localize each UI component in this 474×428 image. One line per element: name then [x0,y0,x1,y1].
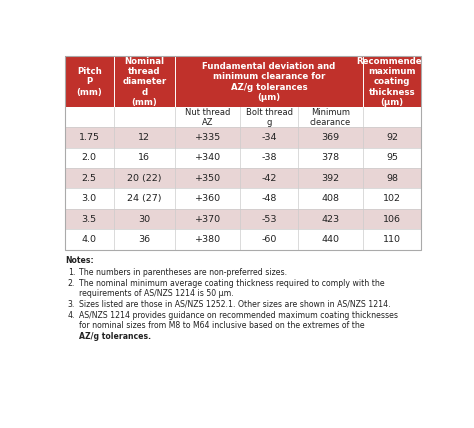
Text: 110: 110 [383,235,401,244]
Text: 102: 102 [383,194,401,203]
Bar [65,56,421,107]
Text: 30: 30 [138,214,150,223]
Text: Bolt thread
g: Bolt thread g [246,107,292,127]
Text: -48: -48 [261,194,277,203]
Text: 95: 95 [386,153,398,162]
Text: 12: 12 [138,133,150,142]
Text: +340: +340 [195,153,221,162]
Bar [65,188,421,209]
Bar [65,107,421,127]
Bar [65,56,421,250]
Bar [65,229,421,250]
Text: 98: 98 [386,174,398,183]
Bar [65,209,421,229]
Text: +380: +380 [195,235,221,244]
Text: 4.: 4. [68,311,75,320]
Text: The nominal minimum average coating thickness required to comply with the
requir: The nominal minimum average coating thic… [80,279,385,298]
Text: AZ/g tolerances.: AZ/g tolerances. [80,332,152,341]
Text: -60: -60 [261,235,277,244]
Bar [65,168,421,188]
Text: 106: 106 [383,214,401,223]
Text: +360: +360 [195,194,221,203]
Text: Nominal
thread
diameter
d
(mm): Nominal thread diameter d (mm) [122,56,166,107]
Text: Pitch
P
(mm): Pitch P (mm) [76,67,102,97]
Text: 92: 92 [386,133,398,142]
Text: 369: 369 [321,133,339,142]
Text: 3.0: 3.0 [82,194,97,203]
Text: 16: 16 [138,153,150,162]
Text: 20 (22): 20 (22) [127,174,162,183]
Text: Fundamental deviation and
minimum clearance for
AZ/g tolerances
(μm): Fundamental deviation and minimum cleara… [202,62,336,102]
Text: AS/NZS 1214 provides guidance on recommended maximum coating thicknesses
for nom: AS/NZS 1214 provides guidance on recomme… [80,311,399,330]
Text: 408: 408 [321,194,339,203]
Text: -34: -34 [261,133,277,142]
Text: 2.5: 2.5 [82,174,97,183]
Bar [65,148,421,168]
Text: 4.0: 4.0 [82,235,97,244]
Text: 378: 378 [321,153,339,162]
Bar [65,127,421,148]
Text: 24 (27): 24 (27) [127,194,162,203]
Text: 2.: 2. [68,279,75,288]
Text: +335: +335 [195,133,221,142]
Text: 2.0: 2.0 [82,153,97,162]
Text: +370: +370 [195,214,221,223]
Text: Notes:: Notes: [65,256,93,265]
Text: Recommended
maximum
coating
thickness
(μm): Recommended maximum coating thickness (μ… [356,56,428,107]
Text: 423: 423 [321,214,339,223]
Text: 36: 36 [138,235,150,244]
Text: 3.: 3. [68,300,75,309]
Text: Sizes listed are those in AS/NZS 1252.1. Other sizes are shown in AS/NZS 1214.: Sizes listed are those in AS/NZS 1252.1.… [80,300,391,309]
Text: +350: +350 [195,174,221,183]
Text: -38: -38 [261,153,277,162]
Text: 3.5: 3.5 [82,214,97,223]
Text: -53: -53 [261,214,277,223]
Text: 392: 392 [321,174,339,183]
Text: 440: 440 [321,235,339,244]
Text: -42: -42 [261,174,277,183]
Text: 1.75: 1.75 [79,133,100,142]
Text: The numbers in parentheses are non-preferred sizes.: The numbers in parentheses are non-prefe… [80,268,288,276]
Text: Nut thread
AZ: Nut thread AZ [185,107,230,127]
Text: Minimum
clearance: Minimum clearance [310,107,351,127]
Text: 1.: 1. [68,268,75,276]
